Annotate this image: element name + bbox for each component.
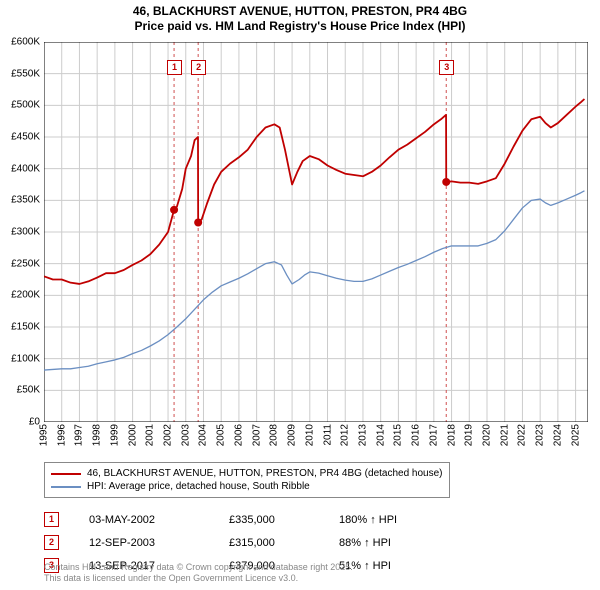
sale-hpi: 51% ↑ HPI <box>339 560 459 572</box>
y-tick-label: £150K <box>0 322 40 333</box>
x-tick-label: 2017 <box>428 424 439 446</box>
legend-swatch <box>51 473 81 475</box>
credits: Contains HM Land Registry data © Crown c… <box>44 562 353 585</box>
x-tick-label: 1998 <box>92 424 103 446</box>
legend-row: 46, BLACKHURST AVENUE, HUTTON, PRESTON, … <box>51 467 443 480</box>
legend-box: 46, BLACKHURST AVENUE, HUTTON, PRESTON, … <box>44 462 450 498</box>
chart-container: 46, BLACKHURST AVENUE, HUTTON, PRESTON, … <box>0 0 600 590</box>
x-tick-label: 2018 <box>446 424 457 446</box>
legend-label: HPI: Average price, detached house, Sout… <box>87 481 310 492</box>
x-tick-label: 2001 <box>145 424 156 446</box>
legend-area: 46, BLACKHURST AVENUE, HUTTON, PRESTON, … <box>44 462 588 577</box>
x-tick-label: 1995 <box>39 424 50 446</box>
legend-label: 46, BLACKHURST AVENUE, HUTTON, PRESTON, … <box>87 468 443 479</box>
y-tick-label: £500K <box>0 100 40 111</box>
x-tick-label: 2016 <box>411 424 422 446</box>
x-tick-label: 2014 <box>375 424 386 446</box>
x-tick-label: 2007 <box>251 424 262 446</box>
sale-row: 2 12-SEP-2003 £315,000 88% ↑ HPI <box>44 531 588 554</box>
sale-price: £315,000 <box>229 537 309 549</box>
chart-svg <box>44 42 588 422</box>
sale-hpi: 88% ↑ HPI <box>339 537 459 549</box>
sale-date: 03-MAY-2002 <box>89 514 199 526</box>
sale-marker: 2 <box>44 535 59 550</box>
credit-line-1: Contains HM Land Registry data © Crown c… <box>44 562 353 573</box>
plot-area <box>44 42 588 422</box>
legend-swatch <box>51 486 81 488</box>
x-tick-label: 2003 <box>180 424 191 446</box>
y-tick-label: £450K <box>0 132 40 143</box>
x-tick-label: 2009 <box>287 424 298 446</box>
sale-marker: 1 <box>44 512 59 527</box>
y-tick-label: £400K <box>0 163 40 174</box>
event-marker: 1 <box>167 60 182 75</box>
y-tick-label: £100K <box>0 353 40 364</box>
title-line-2: Price paid vs. HM Land Registry's House … <box>0 19 600 33</box>
x-tick-label: 2022 <box>517 424 528 446</box>
x-tick-label: 2024 <box>552 424 563 446</box>
sale-row: 1 03-MAY-2002 £335,000 180% ↑ HPI <box>44 508 588 531</box>
y-tick-label: £0 <box>0 417 40 428</box>
y-tick-label: £200K <box>0 290 40 301</box>
x-tick-label: 2025 <box>570 424 581 446</box>
y-tick-label: £600K <box>0 37 40 48</box>
x-tick-label: 2023 <box>535 424 546 446</box>
x-tick-label: 2004 <box>198 424 209 446</box>
sale-hpi: 180% ↑ HPI <box>339 514 459 526</box>
x-tick-label: 2000 <box>127 424 138 446</box>
x-tick-label: 2019 <box>464 424 475 446</box>
y-tick-label: £350K <box>0 195 40 206</box>
event-marker: 2 <box>191 60 206 75</box>
x-tick-label: 2015 <box>393 424 404 446</box>
x-tick-label: 2008 <box>269 424 280 446</box>
y-tick-label: £550K <box>0 68 40 79</box>
x-tick-label: 2020 <box>481 424 492 446</box>
y-tick-label: £300K <box>0 227 40 238</box>
event-marker: 3 <box>439 60 454 75</box>
x-tick-label: 2012 <box>340 424 351 446</box>
title-line-1: 46, BLACKHURST AVENUE, HUTTON, PRESTON, … <box>0 4 600 18</box>
x-tick-label: 2011 <box>322 424 333 446</box>
x-tick-label: 1999 <box>109 424 120 446</box>
x-tick-label: 2006 <box>233 424 244 446</box>
sale-price: £335,000 <box>229 514 309 526</box>
sale-date: 12-SEP-2003 <box>89 537 199 549</box>
x-tick-label: 2013 <box>357 424 368 446</box>
x-tick-label: 1996 <box>56 424 67 446</box>
legend-row: HPI: Average price, detached house, Sout… <box>51 480 443 493</box>
x-tick-label: 1997 <box>74 424 85 446</box>
x-tick-label: 2002 <box>163 424 174 446</box>
title-block: 46, BLACKHURST AVENUE, HUTTON, PRESTON, … <box>0 4 600 33</box>
y-tick-label: £250K <box>0 258 40 269</box>
credit-line-2: This data is licensed under the Open Gov… <box>44 573 353 584</box>
x-tick-label: 2005 <box>216 424 227 446</box>
y-tick-label: £50K <box>0 385 40 396</box>
x-tick-label: 2021 <box>499 424 510 446</box>
x-tick-label: 2010 <box>304 424 315 446</box>
